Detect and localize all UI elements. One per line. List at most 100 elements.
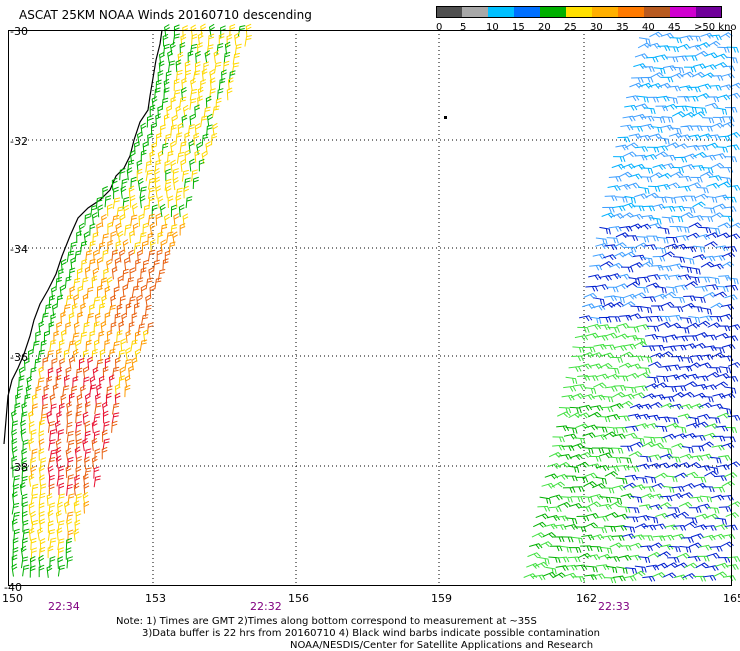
wind-barb [595, 464, 610, 471]
wind-barb [650, 493, 664, 500]
wind-barb [715, 245, 729, 252]
wind-barb [694, 384, 708, 390]
wind-barb [181, 114, 188, 128]
wind-barb [46, 410, 53, 424]
wind-barb [634, 565, 647, 573]
wind-barb [84, 213, 91, 226]
wind-barb [608, 176, 622, 182]
wind-barb [617, 273, 631, 280]
wind-barb [21, 448, 28, 461]
wind-barb [165, 185, 172, 199]
wind-barb [578, 404, 593, 411]
wind-barb [91, 437, 98, 451]
wind-barb [126, 277, 135, 289]
wind-barb [131, 312, 138, 325]
wind-barb [67, 439, 75, 452]
wind-barb [56, 527, 63, 541]
wind-barb [655, 425, 668, 433]
axis-labels: -30-32-34-36-38-4015015315615916216522:3… [2, 25, 740, 613]
wind-barb [654, 196, 668, 203]
wind-barb [714, 523, 728, 530]
wind-barb [724, 156, 738, 163]
wind-barb [68, 312, 75, 326]
wind-barb [703, 575, 717, 581]
wind-barb [166, 231, 174, 244]
wind-barb [568, 412, 582, 419]
wind-barb [76, 230, 82, 244]
wind-barb [96, 359, 104, 371]
wind-barb [32, 340, 40, 353]
wind-barb [74, 250, 82, 263]
wind-barb [49, 339, 57, 352]
wind-barb [107, 240, 114, 253]
wind-barb [140, 267, 147, 280]
wind-barb [689, 35, 702, 42]
wind-barb [638, 556, 651, 564]
wind-barb [552, 436, 565, 443]
wind-barb [681, 302, 696, 309]
wind-barb [632, 254, 646, 261]
wind-barb [47, 457, 56, 469]
wind-barb [579, 315, 593, 322]
wind-barb [652, 523, 667, 530]
wind-barb [638, 367, 651, 374]
wind-barb [65, 447, 72, 461]
wind-barb [15, 393, 21, 406]
wind-barb [191, 33, 198, 46]
wind-barb [47, 509, 54, 523]
wind-barb [148, 187, 156, 199]
wind-barb [28, 502, 35, 515]
wind-barb [669, 314, 683, 321]
wind-barb [165, 70, 172, 83]
wind-barb [89, 240, 96, 253]
wind-barb [626, 182, 640, 189]
wind-barb [111, 266, 118, 280]
wind-barb [63, 349, 70, 362]
wind-barb [684, 562, 698, 569]
wind-barb [639, 261, 654, 268]
wind-barb [119, 168, 126, 181]
wind-barb [604, 332, 618, 339]
legend-tick: 20 [538, 22, 551, 33]
wind-barb [195, 50, 201, 64]
wind-barb [216, 88, 224, 101]
wind-barb [583, 481, 597, 487]
wind-barb [717, 46, 730, 53]
wind-barb [66, 511, 74, 524]
wind-barb [624, 432, 638, 439]
wind-barb [114, 357, 121, 370]
wind-barb [75, 367, 83, 380]
wind-barb [111, 366, 120, 379]
wind-barb [131, 357, 138, 371]
wind-barb [600, 546, 613, 554]
wind-barb [106, 276, 113, 290]
wind-barb [67, 493, 75, 506]
wind-barb [688, 316, 701, 323]
wind-barb [203, 106, 211, 119]
wind-barb [121, 312, 128, 326]
wind-barb [170, 204, 177, 217]
wind-barb [138, 213, 145, 227]
wind-barb [111, 249, 119, 262]
wind-barb [78, 357, 85, 371]
wind-barb [689, 455, 704, 462]
wind-barb [128, 365, 134, 379]
wind-barb [557, 501, 572, 508]
wind-barb [197, 86, 204, 100]
wind-barb [47, 545, 54, 559]
wind-barb [149, 104, 156, 118]
wind-barb [696, 320, 711, 327]
wind-barb [630, 495, 643, 503]
wind-barb [568, 547, 582, 553]
wind-barb [593, 343, 607, 350]
wind-barb [669, 171, 684, 178]
wind-barb [182, 104, 189, 119]
wind-barb [84, 401, 91, 415]
wind-barb [547, 462, 561, 469]
wind-barb [636, 463, 650, 470]
wind-barb [597, 553, 612, 560]
wind-barb [657, 183, 671, 190]
wind-barb [159, 203, 166, 218]
wind-barb [155, 79, 162, 92]
wind-barb [48, 439, 56, 451]
